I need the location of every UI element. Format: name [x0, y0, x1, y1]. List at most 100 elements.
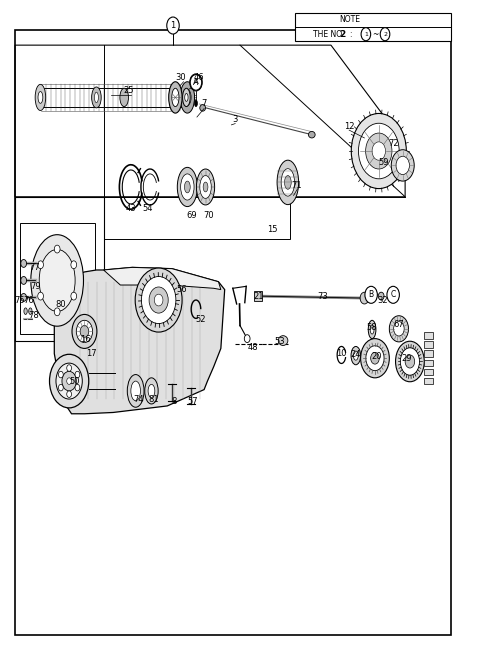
Ellipse shape — [182, 88, 190, 107]
Text: 76: 76 — [23, 295, 34, 305]
Ellipse shape — [72, 314, 97, 348]
Text: 81: 81 — [148, 395, 159, 404]
Ellipse shape — [366, 346, 384, 371]
Circle shape — [71, 261, 77, 269]
Text: 12: 12 — [344, 122, 354, 131]
Text: 69: 69 — [187, 210, 197, 219]
Circle shape — [380, 28, 390, 41]
Ellipse shape — [184, 181, 190, 193]
Polygon shape — [54, 267, 225, 414]
Circle shape — [387, 286, 399, 303]
Text: THE NO.: THE NO. — [313, 29, 345, 39]
Ellipse shape — [359, 123, 399, 179]
Text: 1: 1 — [364, 31, 368, 37]
Text: 57: 57 — [188, 397, 198, 406]
Ellipse shape — [281, 169, 295, 196]
Circle shape — [59, 384, 63, 391]
Text: B: B — [369, 290, 374, 299]
Ellipse shape — [62, 371, 76, 391]
Ellipse shape — [67, 378, 72, 384]
Ellipse shape — [35, 84, 46, 111]
Text: 53: 53 — [274, 337, 285, 346]
Bar — [15, 196, 104, 341]
Text: ~: ~ — [372, 29, 379, 39]
Text: 71: 71 — [291, 181, 302, 189]
Ellipse shape — [394, 322, 404, 336]
Ellipse shape — [21, 276, 26, 284]
Ellipse shape — [400, 348, 420, 375]
Text: 58: 58 — [367, 323, 377, 332]
Text: 48: 48 — [248, 343, 259, 352]
Ellipse shape — [372, 142, 385, 160]
Circle shape — [167, 17, 179, 34]
Text: C: C — [391, 290, 396, 299]
Ellipse shape — [360, 292, 369, 304]
Circle shape — [71, 292, 77, 300]
Ellipse shape — [360, 339, 389, 378]
Text: 20: 20 — [371, 352, 382, 362]
Text: 43: 43 — [126, 204, 136, 213]
Text: 2: 2 — [339, 29, 345, 39]
Text: 78: 78 — [28, 311, 38, 320]
Ellipse shape — [183, 90, 191, 105]
Text: 72: 72 — [388, 139, 398, 147]
Ellipse shape — [391, 150, 414, 181]
Ellipse shape — [80, 326, 89, 337]
Text: 2: 2 — [383, 31, 387, 37]
Text: 52: 52 — [195, 315, 206, 324]
Text: 56: 56 — [176, 285, 187, 294]
Text: 79: 79 — [30, 282, 40, 291]
Ellipse shape — [56, 363, 82, 399]
Ellipse shape — [145, 378, 158, 404]
Circle shape — [59, 371, 63, 378]
Bar — [254, 291, 262, 301]
Circle shape — [361, 28, 371, 41]
Ellipse shape — [203, 182, 208, 192]
Bar — [104, 196, 290, 239]
Ellipse shape — [200, 176, 211, 198]
Text: 54: 54 — [143, 204, 153, 213]
Ellipse shape — [148, 384, 155, 398]
Ellipse shape — [168, 82, 182, 113]
Ellipse shape — [142, 276, 176, 324]
Ellipse shape — [120, 88, 129, 107]
Circle shape — [190, 74, 202, 91]
Ellipse shape — [351, 113, 406, 189]
Circle shape — [38, 292, 44, 300]
Ellipse shape — [351, 346, 360, 365]
Bar — [295, 13, 451, 41]
Text: 21: 21 — [253, 291, 264, 301]
Ellipse shape — [368, 320, 376, 339]
Ellipse shape — [353, 351, 358, 360]
Ellipse shape — [149, 287, 168, 313]
Polygon shape — [104, 267, 221, 290]
Text: A: A — [193, 78, 199, 87]
Text: 50: 50 — [70, 377, 80, 386]
Ellipse shape — [180, 82, 194, 113]
Text: 80: 80 — [55, 300, 66, 309]
Ellipse shape — [131, 381, 141, 401]
Circle shape — [67, 391, 72, 398]
Text: A: A — [193, 79, 198, 85]
Ellipse shape — [285, 176, 291, 189]
Bar — [424, 369, 433, 375]
Circle shape — [365, 286, 377, 303]
Circle shape — [244, 335, 250, 343]
Ellipse shape — [185, 94, 188, 102]
Ellipse shape — [366, 133, 392, 169]
Ellipse shape — [200, 105, 205, 111]
Text: 67: 67 — [394, 320, 404, 329]
Bar — [424, 350, 433, 357]
Ellipse shape — [92, 87, 101, 108]
Ellipse shape — [389, 316, 408, 342]
Ellipse shape — [177, 168, 197, 206]
Circle shape — [67, 365, 72, 371]
Ellipse shape — [39, 250, 75, 312]
Text: :: : — [349, 29, 351, 39]
Circle shape — [190, 75, 202, 90]
Text: 16: 16 — [81, 335, 91, 344]
Ellipse shape — [172, 88, 179, 107]
Bar — [424, 341, 433, 348]
Bar — [424, 378, 433, 384]
Ellipse shape — [21, 293, 26, 301]
